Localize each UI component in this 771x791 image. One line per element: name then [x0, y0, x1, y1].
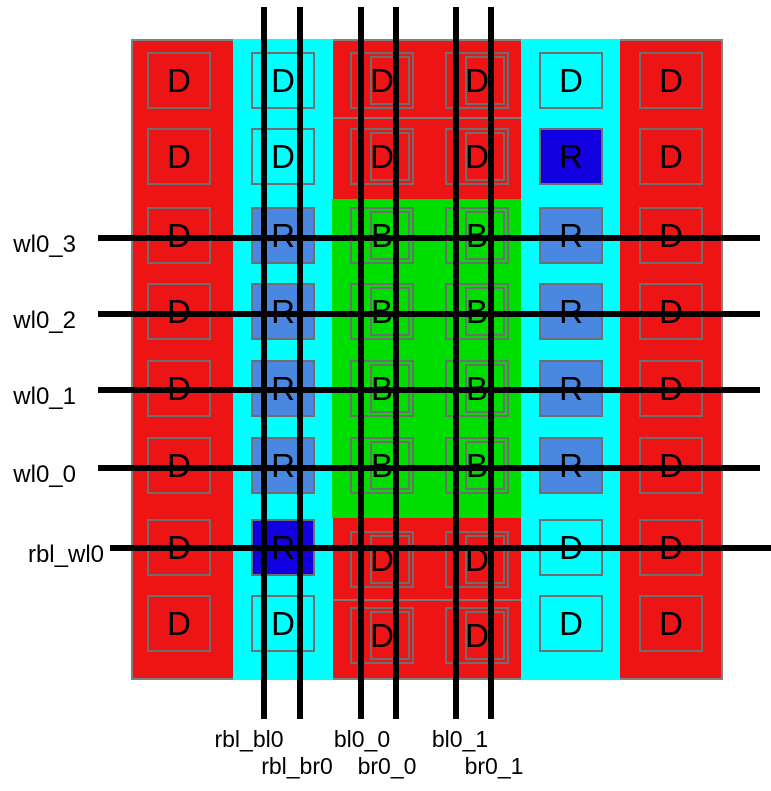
wordline-label: wl0_3 [13, 231, 76, 258]
array-cell-d: D [639, 128, 703, 185]
array-cell-d: D [251, 595, 315, 652]
wordline-label: rbl_wl0 [27, 541, 104, 568]
bitline-label: bl0_1 [431, 726, 489, 752]
array-cell-d: D [445, 607, 509, 664]
cell-letter: D [659, 605, 683, 642]
wordline-wl0_2 [98, 311, 760, 317]
cell-letter: D [167, 138, 191, 175]
wordline-wl0_3 [98, 235, 760, 241]
wordline-label: wl0_2 [13, 307, 76, 334]
cell-letter: D [559, 62, 583, 99]
array-cell-d: D [251, 128, 315, 185]
array-cell-d: D [350, 128, 414, 185]
array-cell-d: D [350, 52, 414, 109]
cell-letter: D [167, 605, 191, 642]
array-cell-d: D [350, 531, 414, 588]
bitline-label: br0_1 [464, 753, 524, 779]
wordline-wl0_1 [98, 387, 760, 393]
bitline-rbl_bl0 [261, 7, 267, 719]
cell-letter: D [465, 62, 489, 99]
array-cell-d: D [445, 128, 509, 185]
bitline-label: rbl_br0 [261, 753, 333, 779]
row-separator-top [333, 117, 521, 119]
bitline-bl0_0 [358, 7, 364, 719]
array-cell-d: D [539, 52, 603, 109]
cell-letter: D [271, 605, 295, 642]
bitline-label: bl0_0 [333, 726, 391, 752]
cell-letter: D [271, 138, 295, 175]
wordline-label: wl0_0 [13, 461, 76, 488]
cell-letter: D [465, 541, 489, 578]
wordline-label: wl0_1 [13, 383, 76, 410]
cell-letter: D [370, 138, 394, 175]
wordline-wl0_0 [98, 465, 760, 471]
array-cell-d: D [539, 595, 603, 652]
array-cell-d: D [251, 52, 315, 109]
row-separator-bottom [333, 599, 521, 601]
bitline-br0_1 [488, 7, 494, 719]
array-cell-d: D [350, 607, 414, 664]
cell-letter: D [559, 605, 583, 642]
bitline-rbl_br0 [297, 7, 303, 719]
cell-letter: D [370, 541, 394, 578]
bitline-bl0_1 [453, 7, 459, 719]
wordline-rbl_wl0 [110, 545, 771, 551]
cell-letter: D [465, 138, 489, 175]
array-cell-d: D [445, 52, 509, 109]
cell-letter: D [370, 62, 394, 99]
bitline-label: rbl_bl0 [214, 726, 284, 752]
array-cell-d: D [147, 595, 211, 652]
array-cell-d: D [639, 52, 703, 109]
cell-letter: D [167, 62, 191, 99]
bitline-label: br0_0 [357, 753, 417, 779]
cell-letter: D [465, 617, 489, 654]
cell-letter: R [559, 138, 583, 175]
array-cell-d: D [147, 52, 211, 109]
array-cell-r: R [539, 128, 603, 185]
array-cell-d: D [445, 531, 509, 588]
array-cell-d: D [639, 595, 703, 652]
cell-letter: D [271, 62, 295, 99]
array-cell-d: D [147, 128, 211, 185]
cell-letter: D [659, 62, 683, 99]
cell-letter: D [370, 617, 394, 654]
bitline-br0_0 [393, 7, 399, 719]
cell-letter: D [659, 138, 683, 175]
